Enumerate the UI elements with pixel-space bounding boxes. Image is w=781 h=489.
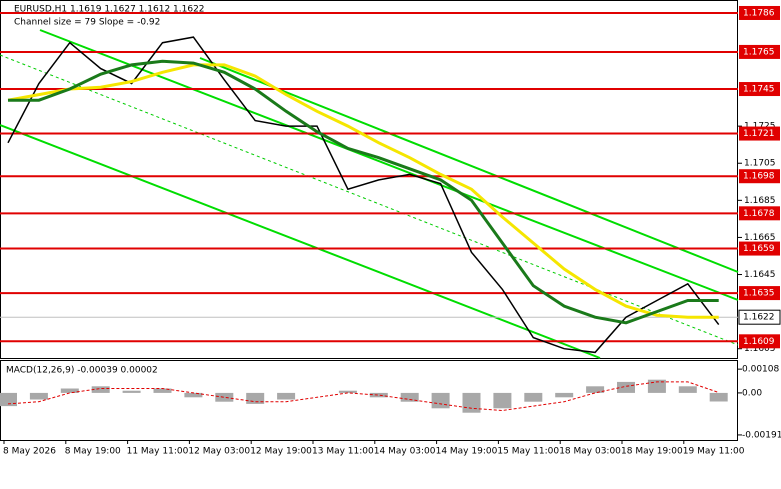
y-tick-label: 0.00108 [742, 365, 779, 375]
macd-bar [60, 388, 79, 393]
level-label-box [739, 44, 780, 59]
current-price-box [738, 309, 781, 325]
x-tick-label: 11 May 11:00 [127, 447, 189, 457]
level-label-box [739, 334, 780, 349]
y-tick-label: -0.00191 [742, 430, 781, 440]
macd-panel [0, 360, 738, 441]
y-tick-label: 1.1705 [744, 159, 776, 169]
macd-bar [153, 388, 172, 393]
macd-bar [678, 386, 697, 393]
level-label: 1.1765 [743, 47, 775, 57]
x-tick-label: 12 May 19:00 [250, 447, 312, 457]
macd-title: MACD(12,26,9) -0.00039 0.00002 [6, 366, 158, 376]
macd-bar [184, 392, 203, 398]
x-tick-label: 15 May 11:00 [497, 447, 559, 457]
y-tick-label: 1.1605 [744, 344, 776, 354]
macd-bar [246, 392, 265, 404]
level-label: 1.1609 [743, 337, 775, 347]
macd-bar [277, 392, 296, 400]
macd-bar [400, 392, 419, 402]
macd-bar [122, 390, 141, 393]
x-tick-label: 13 May 11:00 [312, 447, 374, 457]
level-label-box [739, 169, 780, 184]
x-tick-label: 14 May 19:00 [436, 447, 498, 457]
y-tick-label: 1.1645 [744, 270, 776, 280]
macd-bar [338, 390, 357, 393]
level-label: 1.1659 [743, 244, 775, 254]
channel-line [199, 57, 739, 273]
channel-line [0, 124, 601, 359]
chart-subtitle: Channel size = 79 Slope = -0.92 [14, 18, 160, 28]
main-panel [0, 0, 738, 359]
x-tick-label: 8 May 19:00 [65, 447, 121, 457]
macd-bar [462, 392, 481, 413]
macd-bar [586, 386, 605, 393]
level-label: 1.1721 [743, 129, 775, 139]
macd-bar [0, 392, 17, 407]
level-label: 1.1698 [743, 172, 775, 182]
x-tick-label: 12 May 03:00 [188, 447, 250, 457]
macd-bar [524, 392, 543, 402]
moving-average [8, 59, 719, 325]
x-tick-label: 14 May 03:00 [374, 447, 436, 457]
x-tick-label: 19 May 11:00 [683, 447, 745, 457]
macd-signal [7, 381, 719, 412]
moving-average [7, 63, 719, 319]
macd-bar [91, 386, 110, 393]
level-label-box [739, 206, 780, 221]
level-label: 1.1635 [743, 289, 775, 299]
x-tick-label: 18 May 03:00 [559, 447, 621, 457]
y-tick-label: 0.00 [742, 388, 762, 398]
macd-bar [555, 392, 574, 398]
macd-bar [369, 392, 388, 398]
y-tick-label: 1.1665 [744, 233, 776, 243]
macd-bar [431, 392, 450, 409]
level-label: 1.1786 [743, 8, 775, 18]
macd-bar [617, 381, 635, 393]
level-label-box [739, 5, 780, 20]
level-label-box [739, 82, 780, 97]
level-label-box [739, 241, 780, 256]
macd-bar [215, 392, 234, 402]
level-label: 1.1745 [743, 85, 775, 95]
level-label: 1.1678 [743, 209, 775, 219]
macd-bar [29, 392, 48, 400]
macd-bar [493, 392, 512, 409]
x-tick-label: 8 May 2026 [3, 447, 56, 457]
level-label-box [739, 286, 780, 301]
current-price-label: 1.1622 [743, 313, 775, 323]
y-tick-label: 1.1685 [744, 196, 776, 206]
chart-title: EURUSD,H1 1.1619 1.1627 1.1612 1.1622 [14, 5, 205, 15]
channel-midline [0, 54, 739, 346]
x-tick-label: 18 May 19:00 [621, 447, 683, 457]
macd-bar [709, 392, 728, 402]
level-label-box [739, 126, 780, 141]
